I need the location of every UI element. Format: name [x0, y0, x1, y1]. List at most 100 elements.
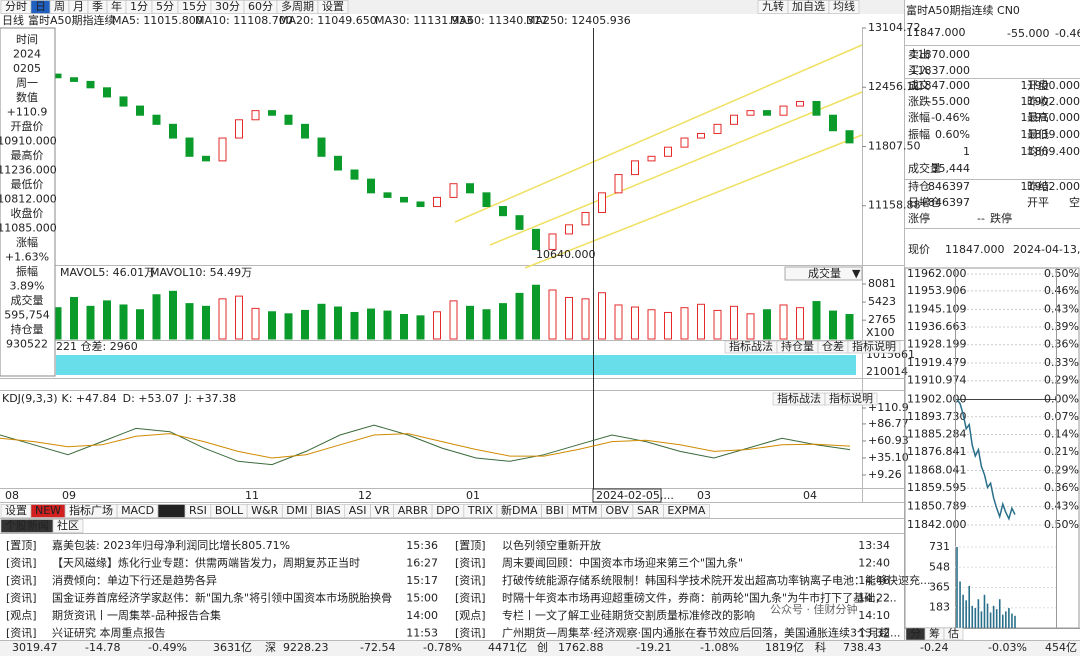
news-tag[interactable]: [资讯] — [455, 557, 486, 570]
period-tab[interactable]: 分时 — [5, 0, 27, 13]
candle — [515, 215, 524, 230]
news-tag[interactable]: [资讯] — [455, 592, 486, 605]
indicator-tab[interactable]: W&R — [251, 504, 278, 517]
oi-button-bg[interactable] — [847, 340, 901, 354]
period-tab[interactable]: 30分 — [215, 0, 240, 13]
period-tab-bg[interactable] — [317, 0, 349, 14]
news-tag[interactable]: [资讯] — [6, 592, 37, 605]
news-tag[interactable]: [观点] — [6, 609, 37, 622]
news-title[interactable]: 周末要闻回顾：中国资本市场迎来第三个"国九条" — [502, 556, 743, 570]
period-tab[interactable]: 5分 — [156, 0, 174, 13]
oi-button[interactable]: 持仓量 — [781, 339, 814, 353]
y-tick-label: 11902.000 — [907, 393, 967, 406]
quote-tab[interactable]: 筹 — [929, 626, 940, 640]
news-tab-bg[interactable] — [52, 519, 84, 533]
news-title[interactable]: 广州期货—周集萃·经济观察·国内通胀在春节效应后回落，美国通胀连续3个月超... — [502, 626, 900, 640]
status-item: 738.43 — [843, 641, 882, 654]
quote-cell: 涨跌 — [908, 94, 930, 108]
kdj-button[interactable]: 指标战法 — [777, 391, 821, 405]
tool-button[interactable]: 均线 — [833, 0, 855, 13]
kdj-button[interactable]: 指标说明 — [829, 391, 873, 405]
volume-bar — [136, 309, 144, 340]
indicator-tab[interactable]: 设置 — [5, 504, 27, 517]
indicator-tab[interactable]: ASI — [349, 504, 367, 517]
news-tab[interactable]: 个股新闻 — [5, 518, 49, 532]
oi-button[interactable]: 指标战法 — [729, 339, 773, 353]
period-tab[interactable]: 1分 — [130, 0, 148, 13]
selector-bg[interactable] — [784, 266, 863, 281]
oi-button[interactable]: 指标说明 — [852, 339, 896, 353]
news-tag[interactable]: [资讯] — [6, 627, 37, 640]
indicator-tab[interactable]: BBI — [546, 504, 564, 517]
news-title[interactable]: 时隔十年资本市场再迎超重磅文件，券商：前两轮"国九条"为牛市打下了基础，... — [502, 591, 897, 605]
news-title[interactable]: 期货资讯丨一周集萃-品种报告合集 — [52, 608, 221, 622]
pct-label: 0.43% — [1044, 302, 1079, 315]
indicator-tab[interactable]: BIAS — [315, 504, 340, 517]
vol-legend: MAVOL5: 46.01万 — [60, 266, 155, 279]
indicator-tab[interactable]: OBV — [606, 504, 630, 517]
indicator-tab[interactable]: TRIX — [467, 504, 494, 517]
indicator-tab[interactable]: VR — [375, 504, 391, 517]
news-tag[interactable]: [资讯] — [455, 627, 486, 640]
indicator-tab[interactable]: 指标广场 — [69, 503, 113, 517]
y-tick-label: +60.93 — [868, 434, 909, 447]
indicator-tab[interactable]: MACD — [121, 504, 154, 517]
quote-cell: 35,444 — [932, 162, 971, 175]
news-title[interactable]: 打破传统能源存储系统限制！韩国科学技术院开发出超高功率钠离子电池：能够快速充..… — [502, 573, 931, 587]
tool-button[interactable]: 加自选 — [792, 0, 825, 13]
news-tag[interactable]: [资讯] — [455, 574, 486, 587]
period-tab[interactable]: 多周期 — [281, 0, 314, 13]
news-tab[interactable]: 社区 — [57, 518, 79, 532]
indicator-tab[interactable]: SAR — [637, 504, 660, 517]
kdj-button-bg[interactable] — [824, 392, 878, 406]
y-tick-label: 548 — [929, 560, 950, 573]
quote-tab-bg[interactable] — [943, 627, 964, 641]
news-title[interactable]: 国金证券首席经济学家赵伟：新"国九条"将引领中国资本市场脱胎换骨 — [52, 591, 392, 605]
news-title[interactable]: 【天风磁缘】炼化行业专题：供需两端皆发力，周期复苏正当时 — [52, 556, 360, 570]
period-tab[interactable]: 日 — [35, 0, 46, 13]
tool-button[interactable]: 九转 — [762, 0, 784, 13]
news-tag[interactable]: [观点] — [455, 609, 486, 622]
period-tab[interactable]: 设置 — [322, 0, 344, 13]
news-tag[interactable]: [资讯] — [6, 574, 37, 587]
tooltip-label: 最低价 — [11, 178, 44, 191]
indicator-tab[interactable]: NEW — [35, 504, 61, 517]
indicator-tab[interactable]: DPO — [436, 504, 460, 517]
period-tab[interactable]: 月 — [73, 0, 84, 13]
indicator-tab[interactable]: KDJ — [162, 504, 181, 517]
volume-bar — [367, 308, 375, 340]
candle — [812, 101, 821, 116]
news-title[interactable]: 嘉美包装: 2023年归母净利润同比增长805.71% — [52, 538, 290, 552]
period-tab[interactable]: 季 — [92, 0, 103, 13]
selector[interactable]: 成交量 — [808, 266, 841, 280]
candle — [581, 211, 590, 226]
period-tab[interactable]: 15分 — [182, 0, 207, 13]
quote-tab[interactable]: 分 — [910, 627, 921, 640]
tool-button-bg[interactable] — [828, 0, 860, 14]
period-tab[interactable]: 周 — [54, 0, 65, 13]
indicator-tab-bg[interactable] — [663, 504, 710, 518]
indicator-tab[interactable]: 新DMA — [501, 503, 538, 517]
news-title[interactable]: 兴证研究 本周重点报告 — [52, 626, 166, 640]
news-tag[interactable]: [置顶] — [455, 539, 486, 552]
period-tab[interactable]: 60分 — [248, 0, 273, 13]
quote-tab[interactable]: 估 — [948, 627, 959, 640]
news-tag[interactable]: [置顶] — [6, 539, 37, 552]
candle — [499, 206, 507, 217]
news-tag[interactable]: [资讯] — [6, 557, 37, 570]
y-tick-label: 11910.974 — [907, 374, 967, 387]
quote-cell: 持仓 — [908, 179, 930, 193]
indicator-tab[interactable]: RSI — [189, 504, 207, 517]
period-tab[interactable]: 年 — [111, 0, 122, 13]
indicator-tab[interactable]: ARBR — [398, 504, 429, 517]
indicator-tab[interactable]: BOLL — [215, 504, 244, 517]
news-title[interactable]: 消费倾向：单边下行还是趋势各异 — [52, 573, 217, 587]
indicator-tab[interactable]: DMI — [286, 504, 307, 517]
volume-bar — [400, 313, 408, 340]
oi-button[interactable]: 仓差 — [822, 339, 844, 353]
indicator-tab[interactable]: EXPMA — [667, 504, 706, 517]
indicator-tab[interactable]: MTM — [572, 504, 598, 517]
news-title[interactable]: 专栏丨一文了解工业硅期货交割质量标准修改的影响 — [502, 608, 755, 622]
quote-cell: -55.000 — [928, 95, 970, 108]
news-title[interactable]: 以色列领空重新开放 — [502, 538, 601, 552]
